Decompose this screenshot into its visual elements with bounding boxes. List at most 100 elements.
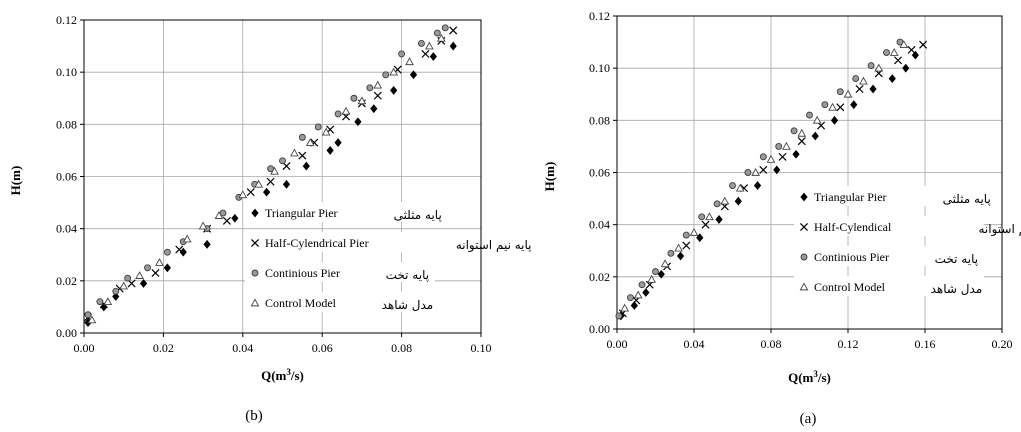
data-point [436,33,446,42]
legend-marker [251,208,259,218]
data-point [112,292,120,301]
legend-label-fa: پایه تخت [935,252,978,266]
y-axis-label: H(m) [8,166,23,196]
data-point [334,138,342,147]
x-tick-label: 0.04 [684,337,705,351]
data-point [124,274,132,282]
legend-label: Control Model [814,280,886,294]
data-point [660,259,670,268]
x-tick-label: 0.02 [153,341,174,355]
data-point [87,315,97,324]
data-point [759,153,767,161]
data-point [792,149,800,159]
data-point [155,258,164,266]
data-point [850,100,858,110]
chart-panel-b: 0.00 0.02 0.04 0.06 0.08 0.10 0.00 0.02 0.04 0.06… [8,13,532,424]
data-point [398,50,406,58]
x-tick-label: 0.16 [915,337,936,351]
data-point [907,45,916,54]
data-point [773,165,781,175]
legend-label: Triangular Pier [265,206,338,220]
x-tick-label: 0.00 [74,341,95,355]
data-point [843,89,853,98]
data-point [144,264,151,272]
data-point [390,86,398,95]
legend-bg [794,216,984,236]
y-tick-label: 0.02 [589,270,610,284]
data-point [647,274,657,283]
data-point [231,213,239,223]
data-point [775,142,783,150]
data-point [370,104,378,114]
data-point [341,106,351,115]
data-point [633,290,643,299]
legend-label: Control Model [265,296,337,310]
data-point [811,131,819,141]
data-point [642,288,650,297]
data-point [778,152,787,161]
data-point [441,24,449,32]
data-point [689,227,699,236]
data-point [373,80,383,89]
data-point [812,115,822,124]
data-point [759,165,768,174]
x-tick-label: 0.10 [471,341,492,355]
panel-caption: (a) [800,411,817,427]
data-point [889,47,899,56]
x-axis-label: Q(m3/s) [261,367,304,383]
data-point [874,63,884,72]
legend-label-fa: مدل شاهد [382,298,434,312]
data-point [305,138,315,146]
legend-label: Continious Pier [265,266,340,280]
data-point [298,151,307,160]
x-tick-label: 0.00 [607,337,628,351]
panel-caption: (b) [245,408,263,424]
data-point [696,233,704,243]
data-point [405,57,414,66]
data-point [449,26,458,35]
data-point [852,75,860,83]
data-point [836,88,844,96]
data-point [830,115,839,125]
data-point [701,220,710,229]
data-point [112,287,120,295]
legend-bg [245,292,435,312]
legend-bg [245,202,435,222]
data-point [84,311,92,319]
data-point [429,52,437,61]
legend-bg [794,276,984,296]
data-point [357,96,367,105]
data-point [667,249,675,257]
data-point [389,67,399,76]
legend-bg [245,232,435,252]
data-point [919,40,928,49]
legend-marker [250,298,260,307]
x-tick-label: 0.08 [391,341,412,355]
data-point [674,243,683,252]
data-point [263,187,271,197]
legend-bg [245,262,435,282]
data-point [855,85,864,94]
data-point [705,212,714,221]
data-point [282,179,291,189]
data-point [867,62,875,70]
data-point [290,148,299,157]
data-point [652,268,659,276]
x-tick-label: 0.20 [992,337,1013,351]
data-point [821,101,829,109]
series-x [618,40,928,318]
series-triangle [87,33,446,324]
legend-bg [794,186,984,206]
data-point [883,49,890,56]
data-point [869,84,877,94]
data-point [630,301,638,310]
data-point [797,137,806,146]
y-tick-label: 0.12 [56,13,77,27]
data-point [806,111,813,119]
data-point [84,318,92,327]
data-point [911,50,919,60]
legend-marker [799,222,809,232]
data-point [720,196,730,205]
data-point [382,71,390,79]
